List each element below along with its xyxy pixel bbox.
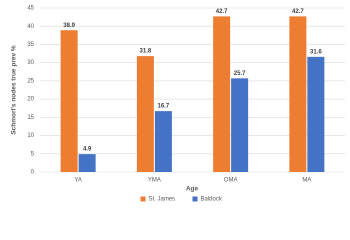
value-label: 38.9 [63, 23, 75, 29]
y-axis-label: Schmorl's nodes true prev % [11, 45, 18, 135]
legend-label: Baldock [201, 197, 223, 203]
y-tick-label: 35 [27, 42, 34, 48]
y-tick-label: 10 [27, 133, 34, 139]
legend-swatch [140, 196, 146, 202]
y-tick-label: 5 [31, 151, 35, 157]
y-tick-label: 30 [27, 60, 34, 66]
x-tick-label: OMA [224, 178, 238, 184]
y-tick-label: 40 [27, 24, 34, 30]
y-tick-label: 20 [27, 97, 34, 103]
value-label: 31.8 [140, 49, 152, 55]
value-label: 4.9 [83, 147, 92, 153]
bar [60, 30, 78, 173]
value-label: 25.7 [234, 71, 246, 77]
y-tick-label: 0 [31, 170, 35, 176]
legend-label: St. James [149, 197, 176, 203]
bar [213, 16, 231, 173]
bar [78, 154, 96, 172]
chart: Schmorl's nodes true prev % Age 0 5 10 15 20… [11, 6, 345, 203]
bar [289, 16, 307, 173]
y-tick-label: 15 [27, 115, 34, 121]
x-tick-label: YA [74, 178, 82, 184]
value-label: 31.6 [310, 49, 322, 55]
x-tick-label: YMA [148, 178, 161, 184]
bar [231, 78, 249, 172]
bar [307, 56, 325, 172]
value-label: 16.7 [158, 104, 170, 110]
x-axis-label: Age [186, 186, 199, 193]
bar [136, 56, 154, 172]
y-tick-label: 25 [27, 78, 34, 84]
y-tick-label: 45 [27, 6, 34, 12]
legend-swatch [192, 196, 198, 202]
x-tick-label: MA [302, 178, 311, 184]
value-label: 42.7 [216, 9, 228, 15]
value-label: 42.7 [292, 9, 304, 15]
bar [154, 111, 172, 172]
